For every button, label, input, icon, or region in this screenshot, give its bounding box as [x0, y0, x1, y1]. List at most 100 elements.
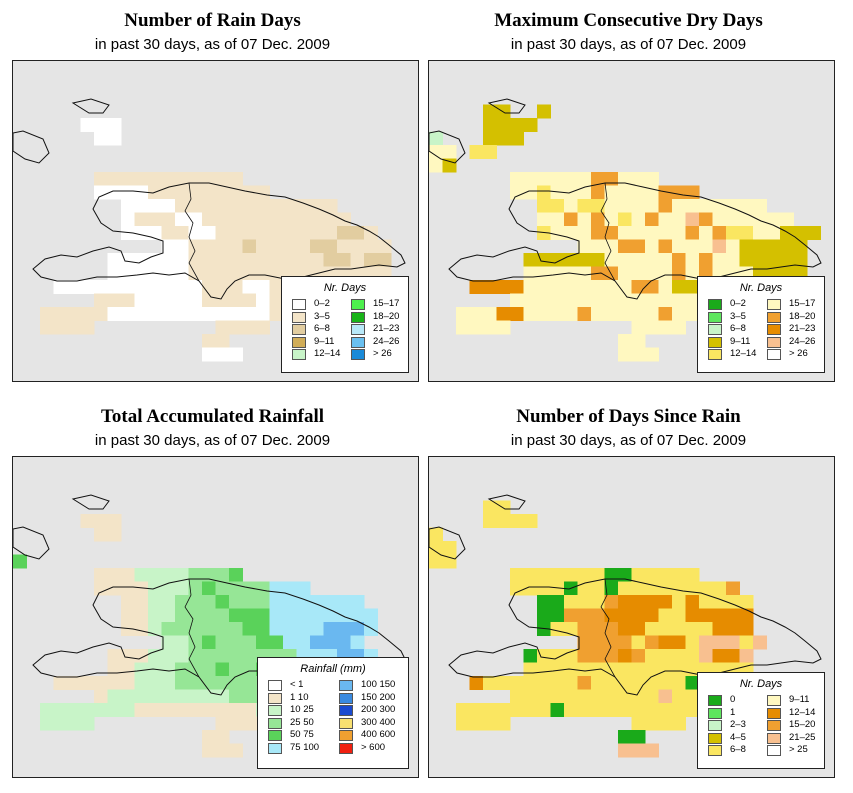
grid-cell	[283, 253, 297, 267]
grid-cell	[161, 662, 176, 677]
grid-cell	[523, 568, 538, 582]
grid-cell	[456, 703, 470, 717]
grid-cell	[337, 608, 351, 623]
grid-cell	[631, 199, 646, 213]
grid-cell	[793, 226, 808, 240]
grid-cell	[161, 172, 176, 186]
grid-cell	[161, 280, 176, 294]
panel-subtitle: in past 30 days, as of 07 Dec. 2009	[510, 432, 747, 449]
legend-label: < 1	[290, 679, 304, 690]
grid-cell	[202, 212, 216, 227]
legend-item: 21–23	[767, 323, 834, 336]
grid-cell	[483, 280, 497, 294]
grid-cell	[188, 212, 203, 227]
grid-cell	[229, 226, 243, 240]
grid-cell	[685, 635, 700, 650]
grid-cell	[80, 514, 95, 528]
grid-cell	[175, 635, 189, 650]
grid-cell	[672, 226, 686, 240]
legend-swatch	[767, 349, 781, 360]
grid-cell	[202, 676, 216, 690]
grid-cell	[94, 131, 108, 146]
grid-cell	[350, 253, 365, 267]
grid-cell	[283, 226, 297, 240]
grid-cell	[672, 568, 686, 582]
legend-label: 1	[730, 706, 736, 718]
legend-item: 150 200	[339, 692, 418, 705]
legend-item: 6–8	[292, 323, 372, 336]
grid-cell	[645, 226, 659, 240]
grid-cell	[107, 662, 122, 677]
grid-cell	[618, 334, 632, 348]
grid-cell	[337, 635, 351, 650]
grid-cell	[685, 239, 700, 254]
grid-cell	[699, 239, 713, 254]
legend-item: 9–11	[767, 694, 834, 707]
grid-cell	[148, 172, 162, 186]
grid-cell	[564, 199, 578, 213]
grid-cell	[658, 239, 673, 254]
grid-cell	[496, 320, 511, 335]
grid-cell	[483, 131, 497, 146]
grid-cell	[107, 118, 122, 132]
northern-islands	[429, 494, 526, 560]
grid-cell	[591, 581, 605, 596]
grid-cell	[283, 608, 297, 623]
legend-label: 9–11	[789, 694, 810, 705]
northern-islands	[13, 494, 110, 560]
legend-item: 15–17	[351, 298, 418, 311]
grid-cell	[148, 689, 162, 704]
grid-cell	[658, 703, 673, 717]
legend-swatch	[351, 299, 365, 310]
grid-cell	[577, 266, 592, 281]
grid-cell	[107, 514, 122, 528]
grid-cell	[591, 226, 605, 240]
grid-cell	[793, 253, 808, 267]
legend-item: 9–11	[708, 336, 788, 349]
grid-cell	[161, 622, 176, 636]
grid-cell	[175, 676, 189, 690]
grid-cell	[591, 595, 605, 609]
grid-cell	[215, 662, 230, 677]
grid-cell	[658, 280, 673, 294]
grid-cell	[121, 608, 135, 623]
grid-cell	[739, 608, 754, 623]
grid-cell	[429, 158, 443, 173]
grid-cell	[229, 280, 243, 294]
grid-cell	[618, 676, 632, 690]
legend-label: > 600	[361, 741, 386, 753]
grid-cell	[537, 280, 551, 294]
legend-swatch	[268, 717, 282, 729]
grid-cell	[577, 595, 592, 609]
grid-cell	[483, 118, 497, 132]
legend-label: 0–2	[314, 298, 330, 309]
grid-cell	[175, 568, 189, 582]
legend-label: 75 100	[290, 741, 320, 753]
coastline	[32, 182, 406, 300]
grid-cell	[364, 253, 378, 267]
grid-cell	[456, 716, 470, 731]
grid-cell	[107, 280, 122, 294]
grid-cell	[780, 253, 794, 267]
grid-cell	[161, 649, 176, 663]
grid-cell	[134, 703, 149, 717]
legend-swatch	[292, 349, 306, 360]
grid-cell	[712, 581, 727, 596]
grid-cell	[323, 622, 338, 636]
grid-cell	[645, 568, 659, 582]
grid-cell	[269, 581, 284, 596]
grid-cell	[283, 212, 297, 227]
grid-cell	[121, 172, 135, 186]
grid-cell	[256, 266, 270, 281]
legend-label: 200 300	[361, 704, 396, 715]
grid-cell	[726, 581, 740, 596]
grid-cell	[256, 581, 270, 596]
grid-cell	[523, 703, 538, 717]
grid-cell	[242, 253, 257, 267]
grid-cell	[685, 703, 700, 717]
grid-cell	[242, 622, 257, 636]
grid-cell	[510, 118, 524, 132]
grid-cell	[121, 212, 135, 227]
grid-cell	[739, 226, 754, 240]
grid-cell	[564, 253, 578, 267]
